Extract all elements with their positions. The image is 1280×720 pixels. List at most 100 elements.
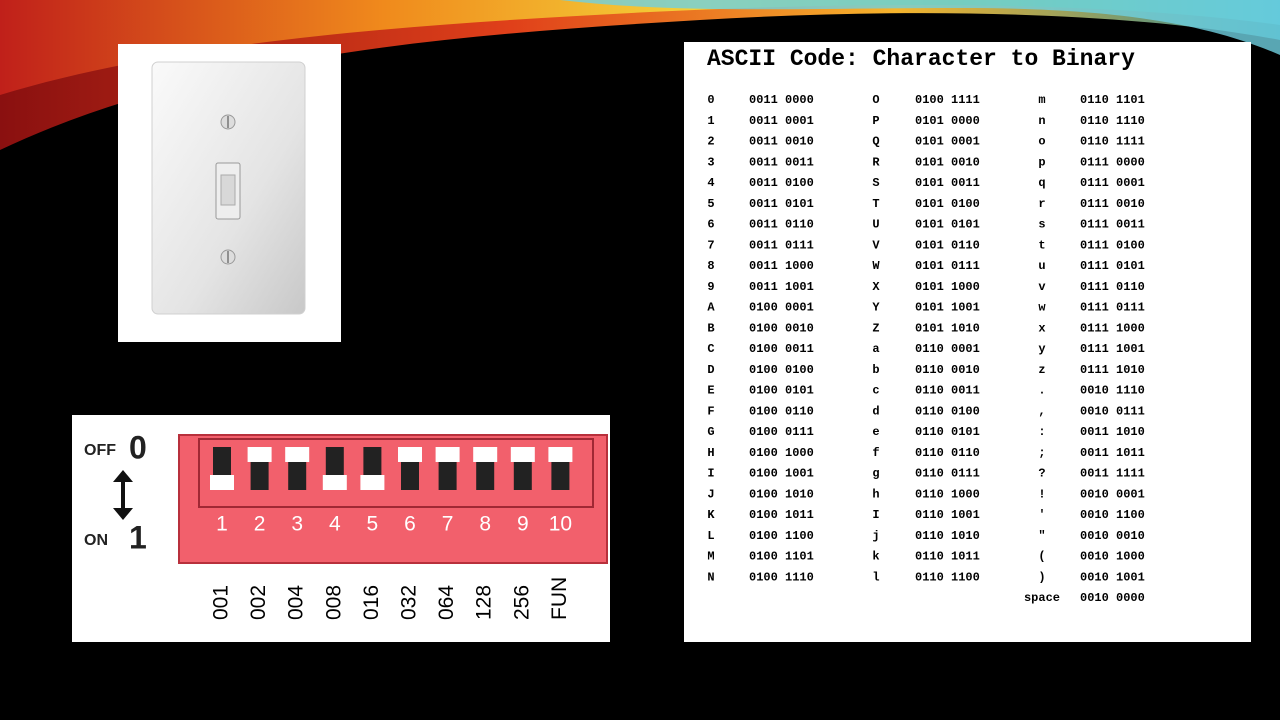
ascii-character: C: [707, 342, 714, 356]
ascii-binary: 0110 1011: [915, 550, 980, 564]
ascii-binary: 0010 1000: [1080, 550, 1145, 564]
ascii-character: a: [872, 342, 879, 356]
ascii-binary: 0100 0001: [749, 301, 814, 315]
switch-lever: [548, 447, 573, 462]
switch-lever: [398, 447, 422, 462]
ascii-binary: 0100 1100: [749, 529, 814, 543]
ascii-binary: 0111 0011: [1080, 218, 1145, 232]
switch-value-label: 004: [285, 585, 308, 620]
ascii-character: x: [1038, 321, 1045, 335]
ascii-binary: 0011 1010: [1080, 425, 1145, 439]
switch-lever: [210, 475, 234, 490]
ascii-character: 6: [707, 218, 714, 232]
ascii-character: r: [1038, 197, 1045, 211]
ascii-binary: 0101 0011: [915, 176, 980, 190]
ascii-binary: 0110 0001: [915, 342, 980, 356]
ascii-character: R: [872, 155, 880, 169]
ascii-binary: 0111 1001: [1080, 342, 1145, 356]
ascii-table: ASCII Code: Character to Binary 0 0011 00…: [684, 42, 1251, 642]
ascii-character: 0: [707, 93, 714, 107]
ascii-binary: 0111 0101: [1080, 259, 1145, 273]
ascii-character: space: [1024, 591, 1060, 605]
ascii-character: 2: [707, 135, 714, 149]
ascii-character: ,: [1038, 404, 1045, 418]
ascii-binary: 0101 0100: [915, 197, 980, 211]
switch-lever: [510, 447, 535, 462]
ascii-binary: 0101 0000: [915, 114, 980, 128]
ascii-binary: 0111 1010: [1080, 363, 1145, 377]
ascii-character: 7: [707, 238, 714, 252]
ascii-character: .: [1038, 384, 1045, 398]
switch-number: 1: [216, 513, 228, 536]
ascii-binary: 0100 0110: [749, 404, 814, 418]
ascii-character: b: [872, 363, 879, 377]
switch-number: 2: [254, 513, 266, 536]
toggle: [220, 174, 236, 206]
ascii-binary: 0100 0100: [749, 363, 814, 377]
ascii-binary: 0100 1010: [749, 487, 814, 501]
switch-value-label: 002: [247, 585, 270, 620]
ascii-character: K: [707, 508, 715, 522]
ascii-character: G: [707, 425, 714, 439]
switch-lever: [473, 447, 498, 462]
ascii-character: F: [707, 404, 714, 418]
ascii-character: z: [1038, 363, 1045, 377]
ascii-binary: 0011 0001: [749, 114, 814, 128]
ascii-character: ": [1038, 529, 1045, 543]
ascii-character: D: [707, 363, 714, 377]
ascii-character: o: [1038, 135, 1045, 149]
switch-number: 6: [404, 513, 416, 536]
switch-number: 3: [291, 513, 303, 536]
ascii-binary: 0011 0000: [749, 93, 814, 107]
ascii-character: P: [872, 114, 879, 128]
ascii-character: S: [872, 176, 879, 190]
ascii-binary: 0100 1110: [749, 570, 814, 584]
dip-switch-panel: OFF 0 ON 1 1 001 2 002 3 004 4 008 5 016 6 032 7 064 8…: [72, 415, 610, 642]
off-value: 0: [129, 429, 147, 465]
ascii-character: M: [707, 550, 714, 564]
ascii-character: m: [1038, 93, 1045, 107]
ascii-binary: 0011 0101: [749, 197, 814, 211]
ascii-character: I: [872, 508, 879, 522]
ascii-binary: 0011 0111: [749, 238, 814, 252]
table-title: ASCII Code: Character to Binary: [707, 46, 1135, 72]
ascii-character: J: [707, 487, 714, 501]
ascii-binary: 0100 0011: [749, 342, 814, 356]
ascii-binary: 0011 0010: [749, 135, 814, 149]
ascii-character: T: [872, 197, 879, 211]
ascii-character: d: [872, 404, 879, 418]
ascii-character: A: [707, 301, 715, 315]
ascii-binary: 0110 1101: [1080, 93, 1145, 107]
switch-lever: [322, 475, 347, 490]
switch-body: [178, 434, 608, 564]
ascii-binary: 0011 0100: [749, 176, 814, 190]
swoosh: [0, 0, 1280, 150]
ascii-binary: 0110 0111: [915, 467, 980, 481]
ascii-character: 3: [707, 155, 714, 169]
light-switch-image: [118, 44, 341, 342]
ascii-binary: 0110 1000: [915, 487, 980, 501]
ascii-binary: 0011 1001: [749, 280, 814, 294]
swoosh-band: [560, 0, 1280, 55]
ascii-character: 1: [707, 114, 714, 128]
switch-lever: [435, 447, 460, 462]
ascii-character: Q: [872, 135, 879, 149]
ascii-binary: 0011 1000: [749, 259, 814, 273]
ascii-character: I: [707, 467, 714, 481]
ascii-binary: 0110 0101: [915, 425, 980, 439]
switch-number: 10: [549, 513, 572, 536]
ascii-binary: 0100 0010: [749, 321, 814, 335]
ascii-character: s: [1038, 218, 1045, 232]
ascii-character: 4: [707, 176, 714, 190]
switch-value-label: 064: [435, 585, 458, 620]
switch-lever: [247, 447, 272, 462]
switch-value-label: 032: [398, 585, 421, 620]
ascii-character: y: [1038, 342, 1045, 356]
ascii-character: p: [1038, 155, 1045, 169]
ascii-binary: 0110 1110: [1080, 114, 1145, 128]
ascii-binary: 0110 0100: [915, 404, 980, 418]
ascii-character: w: [1038, 301, 1046, 315]
ascii-character: t: [1038, 238, 1045, 252]
on-label: ON: [84, 532, 108, 549]
